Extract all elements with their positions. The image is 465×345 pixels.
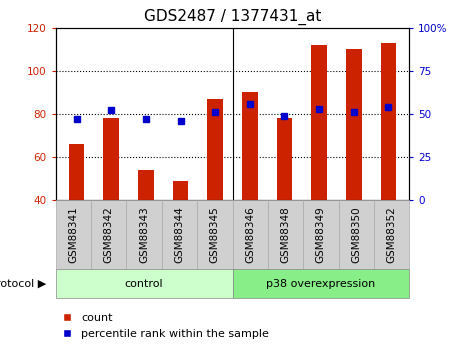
Text: GSM88342: GSM88342 [104,206,114,263]
Bar [173,181,188,200]
Text: GSM88350: GSM88350 [351,206,361,263]
Text: GSM88343: GSM88343 [139,206,149,263]
Bar [138,170,153,200]
Bar [277,118,292,200]
Title: GDS2487 / 1377431_at: GDS2487 / 1377431_at [144,9,321,25]
Bar [103,118,119,200]
Text: GSM88346: GSM88346 [245,206,255,263]
Text: GSM88349: GSM88349 [316,206,326,263]
Bar [381,43,396,200]
Text: GSM88344: GSM88344 [174,206,185,263]
Text: control: control [125,279,164,289]
Bar [242,92,258,200]
Bar [312,45,327,200]
Bar [207,99,223,200]
Text: GSM88341: GSM88341 [68,206,79,263]
Bar [346,49,362,200]
Text: GSM88348: GSM88348 [280,206,291,263]
Text: protocol ▶: protocol ▶ [0,279,46,289]
Text: GSM88345: GSM88345 [210,206,220,263]
Text: GSM88352: GSM88352 [386,206,397,263]
Text: p38 overexpression: p38 overexpression [266,279,375,289]
Bar [69,144,84,200]
Legend: count, percentile rank within the sample: count, percentile rank within the sample [61,312,269,339]
